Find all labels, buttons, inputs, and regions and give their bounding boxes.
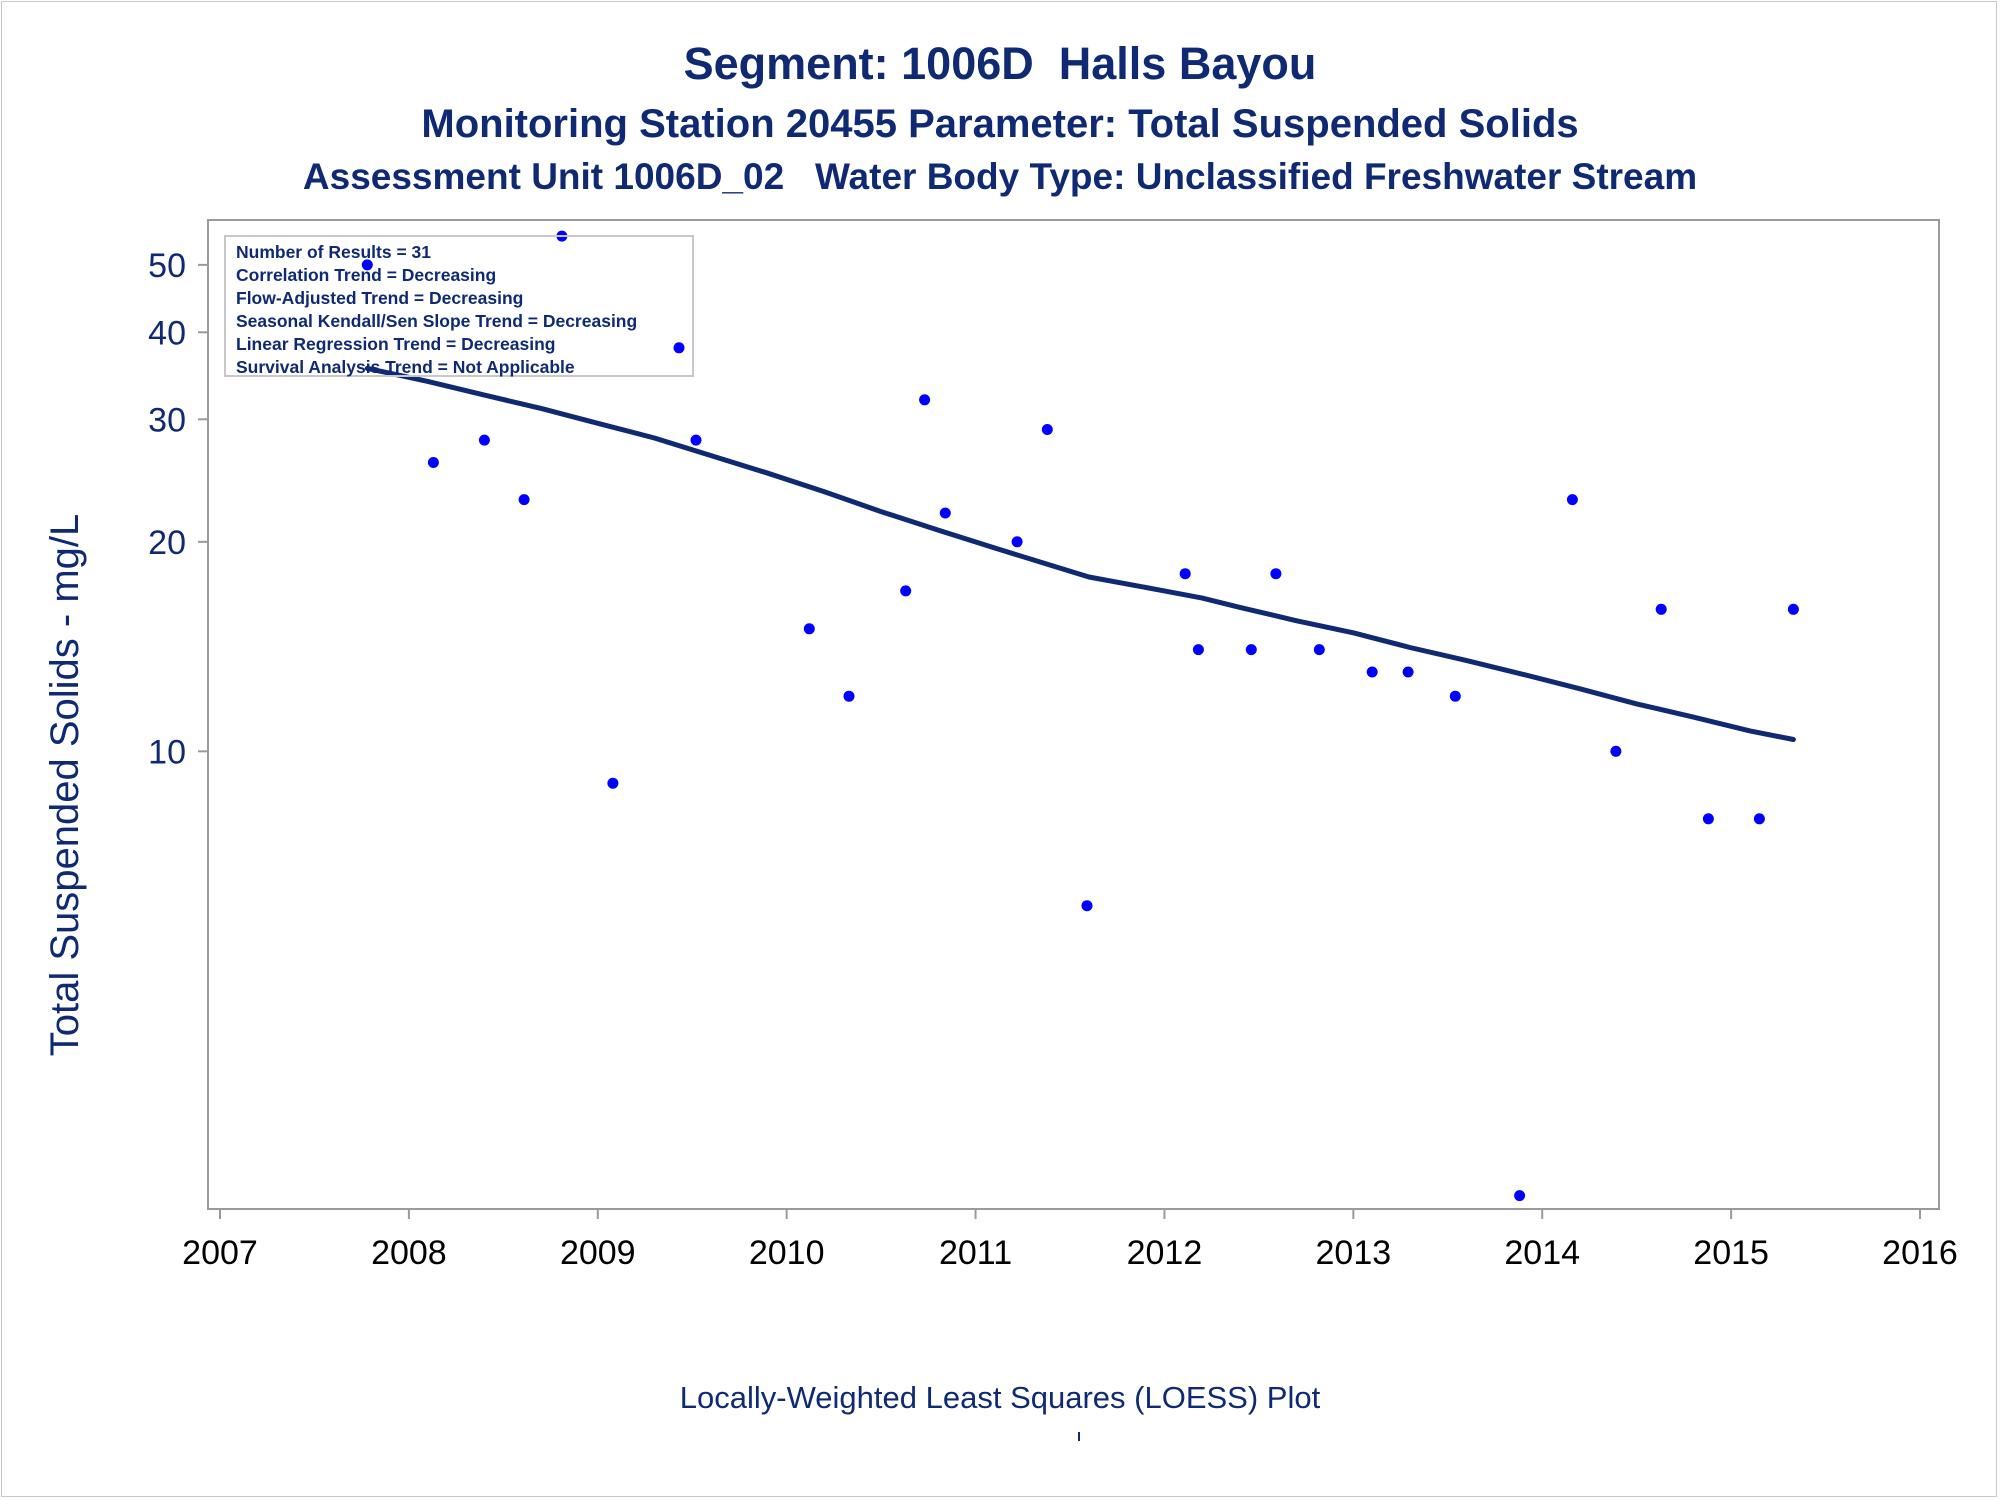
x-tick-label-0: 2007 xyxy=(182,1234,258,1272)
y-tick-label-4: 50 xyxy=(148,247,186,285)
y-axis-label: Total Suspended Solids - mg/L xyxy=(43,514,87,1057)
x-tick-label-3: 2010 xyxy=(749,1234,825,1272)
data-point-20 xyxy=(1313,644,1325,656)
data-point-2 xyxy=(478,434,490,446)
data-point-13 xyxy=(1011,536,1023,548)
data-point-6 xyxy=(673,342,685,354)
x-tick-label-5: 2012 xyxy=(1127,1234,1203,1272)
data-point-17 xyxy=(1192,644,1204,656)
data-point-14 xyxy=(1041,424,1053,435)
loess-line xyxy=(364,365,1796,742)
data-point-24 xyxy=(1514,1190,1526,1202)
data-point-11 xyxy=(919,394,931,406)
plot-area xyxy=(207,219,1940,1210)
chart-title: Segment: 1006D Halls Bayou xyxy=(683,38,1317,89)
trend-statistics-box: Number of Results = 31 Correlation Trend … xyxy=(224,235,694,377)
data-point-16 xyxy=(1179,568,1191,580)
data-point-12 xyxy=(939,507,951,519)
data-point-19 xyxy=(1270,568,1282,580)
data-point-18 xyxy=(1245,644,1257,656)
y-tick-label-1: 20 xyxy=(148,524,186,562)
x-tick-label-9: 2016 xyxy=(1882,1234,1958,1272)
data-points xyxy=(361,230,1799,1202)
data-point-21 xyxy=(1366,666,1378,678)
loess-trend-line xyxy=(364,365,1796,742)
data-point-9 xyxy=(843,690,855,702)
x-tick-label-6: 2013 xyxy=(1316,1234,1392,1272)
stats-line-4: Linear Regression Trend = Decreasing xyxy=(236,334,556,354)
data-point-26 xyxy=(1610,745,1622,757)
x-tick-label-2: 2009 xyxy=(560,1234,636,1272)
stats-line-0: Number of Results = 31 xyxy=(236,242,431,262)
x-tick-label-7: 2014 xyxy=(1504,1234,1580,1272)
data-point-25 xyxy=(1566,494,1578,506)
x-tick-label-4: 2011 xyxy=(939,1234,1012,1272)
stats-line-1: Correlation Trend = Decreasing xyxy=(236,265,497,285)
data-point-27 xyxy=(1655,603,1667,615)
stats-line-3: Seasonal Kendall/Sen Slope Trend = Decre… xyxy=(236,311,638,331)
chart-subtitle-2: Assessment Unit 1006D_02 Water Body Type… xyxy=(302,156,1698,197)
data-point-30 xyxy=(1787,603,1799,615)
data-point-29 xyxy=(1753,813,1765,825)
data-point-7 xyxy=(690,434,702,446)
data-point-5 xyxy=(607,777,619,789)
data-point-3 xyxy=(518,494,530,506)
data-point-1 xyxy=(427,457,439,468)
stats-line-2: Flow-Adjusted Trend = Decreasing xyxy=(236,288,524,308)
y-tick-label-2: 30 xyxy=(148,401,186,439)
data-point-10 xyxy=(900,585,912,597)
data-point-28 xyxy=(1702,813,1714,825)
data-point-0 xyxy=(361,259,373,271)
y-tick-label-3: 40 xyxy=(148,314,186,352)
x-tick-label-8: 2015 xyxy=(1693,1234,1769,1272)
y-axis: 10 20 30 40 50 xyxy=(148,247,208,771)
data-point-15 xyxy=(1081,900,1093,912)
footer-tick xyxy=(1078,1432,1080,1441)
data-point-23 xyxy=(1449,690,1461,702)
stats-line-5: Survival Analysis Trend = Not Applicable xyxy=(236,357,575,377)
data-point-8 xyxy=(803,623,815,635)
x-tick-label-1: 2008 xyxy=(371,1234,447,1272)
data-point-22 xyxy=(1402,666,1414,678)
y-tick-label-0: 10 xyxy=(148,733,186,771)
chart-subtitle: Monitoring Station 20455 Parameter: Tota… xyxy=(421,102,1579,146)
x-axis: 2007 2008 2009 2010 2011 2012 2013 2014 2015 2016 xyxy=(182,1209,1958,1272)
plot-footer: Locally-Weighted Least Squares (LOESS) P… xyxy=(679,1380,1321,1415)
